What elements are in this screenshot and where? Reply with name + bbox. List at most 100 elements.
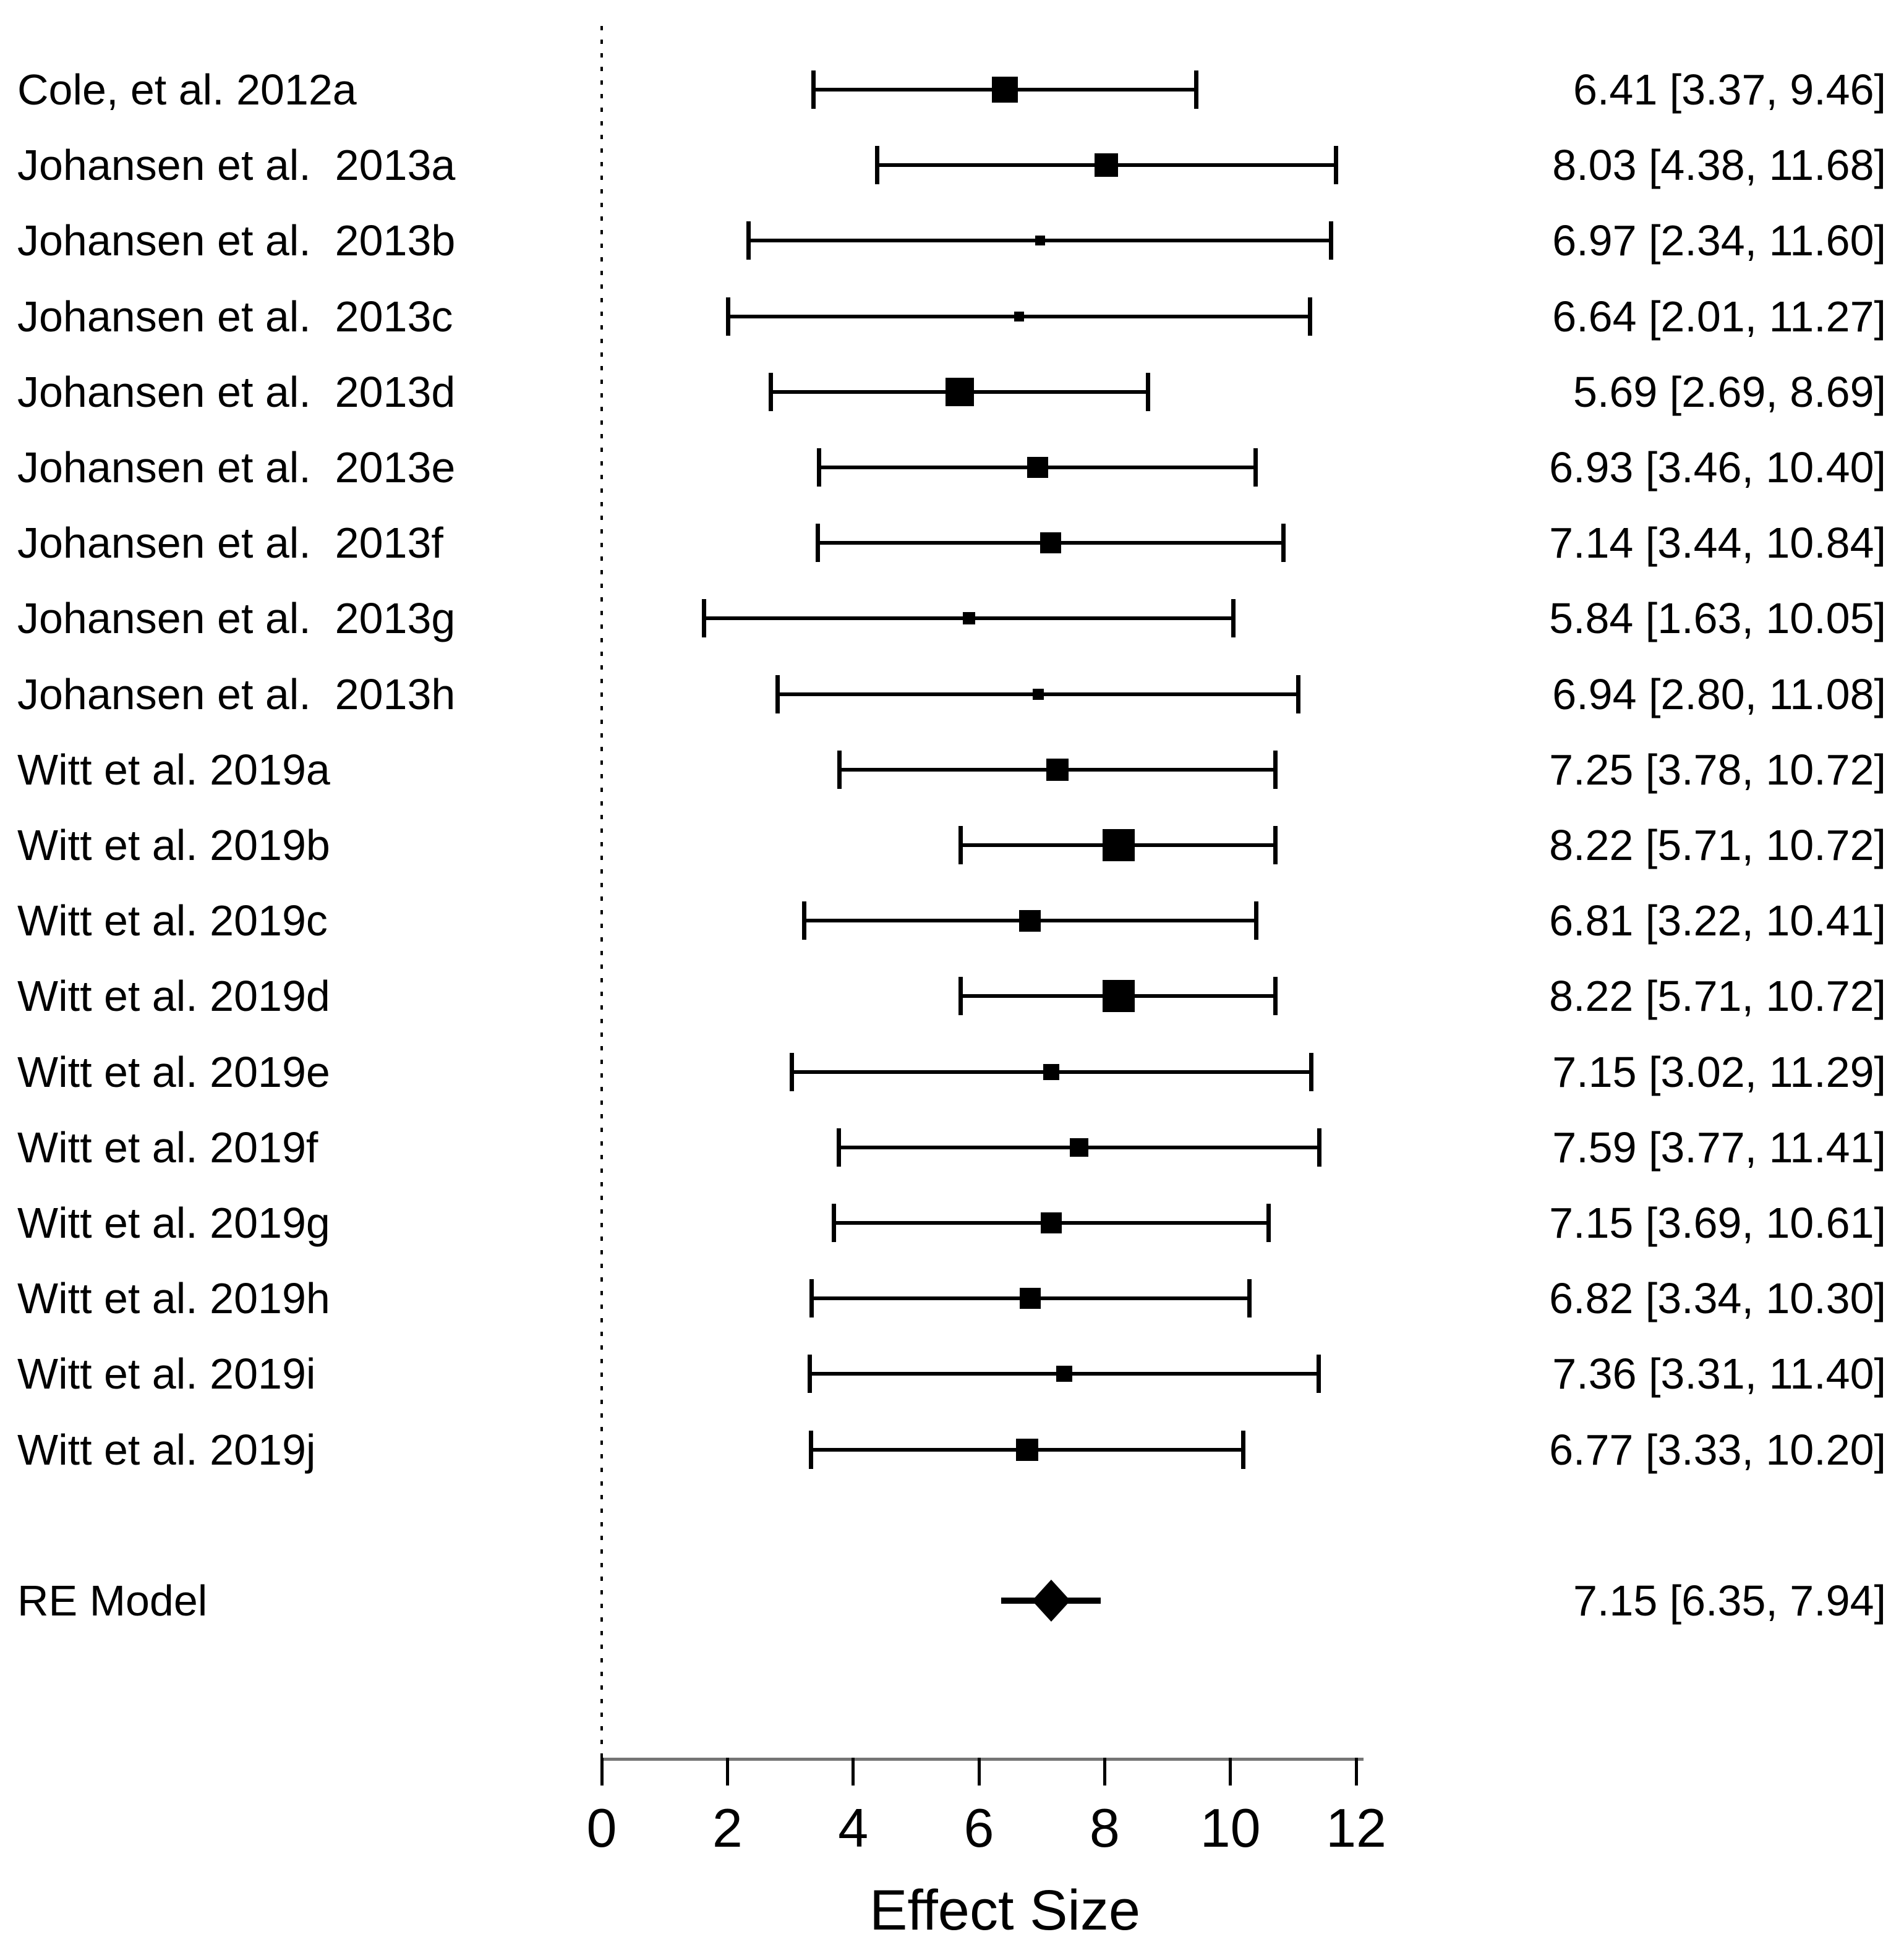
ci-upper-cap	[1334, 146, 1338, 185]
study-label: Witt et al. 2019g	[17, 1199, 330, 1247]
point-estimate-marker	[1095, 153, 1119, 177]
study-label: Johansen et al. 2013c	[17, 292, 453, 341]
ci-lower-cap	[746, 221, 751, 260]
x-axis-title: Effect Size	[869, 1879, 1141, 1942]
ci-lower-cap	[836, 1128, 841, 1167]
zero-reference-line	[600, 26, 603, 1758]
ci-upper-cap	[1281, 524, 1286, 563]
ci-lower-cap	[811, 70, 816, 109]
study-annotation: 8.22 [5.71, 10.72]	[1549, 821, 1886, 869]
study-annotation: 5.69 [2.69, 8.69]	[1573, 367, 1886, 416]
study-label: Witt et al. 2019f	[17, 1123, 318, 1172]
study-label: Johansen et al. 2013e	[17, 443, 456, 492]
point-estimate-marker	[1102, 980, 1135, 1013]
ci-lower-cap	[874, 146, 879, 185]
study-label: Witt et al. 2019c	[17, 896, 328, 945]
ci-lower-cap	[775, 675, 780, 713]
ci-upper-cap	[1146, 372, 1150, 411]
study-label: Johansen et al. 2013a	[17, 141, 456, 190]
study-annotation: 8.03 [4.38, 11.68]	[1552, 141, 1886, 190]
study-annotation: 6.64 [2.01, 11.27]	[1552, 292, 1886, 341]
ci-upper-cap	[1308, 297, 1313, 336]
study-annotation: 7.15 [3.02, 11.29]	[1552, 1047, 1886, 1096]
study-label: Cole, et al. 2012a	[17, 66, 357, 114]
ci-upper-cap	[1273, 750, 1278, 789]
ci-upper-cap	[1309, 1052, 1314, 1091]
point-estimate-marker	[1020, 1288, 1041, 1309]
x-axis-tick-label: 2	[712, 1797, 743, 1858]
study-annotation: 8.22 [5.71, 10.72]	[1549, 972, 1886, 1021]
x-axis-tick	[1103, 1758, 1106, 1786]
ci-lower-cap	[768, 372, 773, 411]
point-estimate-marker	[1046, 758, 1069, 781]
ci-lower-cap	[958, 826, 963, 864]
point-estimate-marker	[1032, 688, 1044, 700]
study-annotation: 7.25 [3.78, 10.72]	[1549, 745, 1886, 794]
ci-upper-cap	[1194, 70, 1199, 109]
study-annotation: 7.59 [3.77, 11.41]	[1552, 1123, 1886, 1172]
x-axis-line	[602, 1758, 1364, 1761]
ci-upper-cap	[1328, 221, 1333, 260]
ci-lower-cap	[702, 599, 707, 638]
ci-lower-cap	[816, 524, 821, 563]
ci-upper-cap	[1231, 599, 1236, 638]
x-axis-tick-label: 0	[586, 1797, 617, 1858]
point-estimate-marker	[962, 612, 975, 625]
study-label: Johansen et al. 2013d	[17, 367, 456, 416]
point-estimate-marker	[1040, 1212, 1062, 1233]
x-axis-tick-label: 12	[1326, 1797, 1386, 1858]
study-annotation: 6.97 [2.34, 11.60]	[1552, 216, 1886, 265]
study-annotation: 7.36 [3.31, 11.40]	[1552, 1350, 1886, 1398]
point-estimate-marker	[1035, 236, 1045, 246]
point-estimate-marker	[1014, 311, 1025, 321]
ci-lower-cap	[831, 1204, 836, 1242]
ci-upper-cap	[1253, 448, 1258, 487]
ci-upper-cap	[1266, 1204, 1271, 1242]
ci-upper-cap	[1253, 901, 1258, 940]
study-label: Witt et al. 2019h	[17, 1274, 330, 1323]
x-axis-tick-label: 10	[1200, 1797, 1261, 1858]
ci-lower-cap	[809, 1279, 814, 1318]
x-axis-tick-label: 8	[1089, 1797, 1120, 1858]
x-axis-tick-label: 6	[963, 1797, 994, 1858]
study-annotation: 5.84 [1.63, 10.05]	[1549, 594, 1886, 643]
point-estimate-marker	[1069, 1138, 1088, 1157]
study-label: Johansen et al. 2013h	[17, 670, 456, 718]
study-label: Witt et al. 2019i	[17, 1350, 316, 1398]
ci-upper-cap	[1317, 1128, 1321, 1167]
x-axis-tick	[725, 1758, 729, 1786]
point-estimate-marker	[1018, 909, 1041, 932]
point-estimate-marker	[945, 377, 974, 406]
x-axis-tick	[852, 1758, 855, 1786]
study-label: Johansen et al. 2013b	[17, 216, 456, 265]
study-annotation: 6.81 [3.22, 10.41]	[1549, 896, 1886, 945]
ci-lower-cap	[958, 977, 963, 1016]
study-label: Witt et al. 2019a	[17, 745, 330, 794]
study-label: Witt et al. 2019d	[17, 972, 330, 1021]
x-axis-tick-label: 4	[838, 1797, 869, 1858]
point-estimate-marker	[1016, 1438, 1039, 1461]
summary-diamond-marker	[1031, 1580, 1070, 1622]
point-estimate-marker	[1102, 829, 1135, 861]
ci-lower-cap	[789, 1052, 794, 1091]
ci-lower-cap	[837, 750, 842, 789]
ci-upper-cap	[1273, 977, 1278, 1016]
study-label: Johansen et al. 2013g	[17, 594, 456, 643]
x-axis-tick	[1354, 1758, 1358, 1786]
ci-upper-cap	[1296, 675, 1300, 713]
summary-label: RE Model	[17, 1577, 208, 1625]
study-annotation: 7.14 [3.44, 10.84]	[1549, 519, 1886, 568]
ci-lower-cap	[801, 901, 806, 940]
x-axis-tick	[600, 1758, 604, 1786]
study-label: Witt et al. 2019j	[17, 1425, 316, 1474]
ci-lower-cap	[808, 1355, 813, 1394]
study-label: Witt et al. 2019e	[17, 1047, 330, 1096]
x-axis-tick	[1229, 1758, 1232, 1786]
ci-upper-cap	[1316, 1355, 1321, 1394]
study-annotation: 6.93 [3.46, 10.40]	[1549, 443, 1886, 492]
summary-annotation: 7.15 [6.35, 7.94]	[1573, 1577, 1886, 1625]
ci-upper-cap	[1240, 1430, 1245, 1469]
point-estimate-marker	[1056, 1366, 1073, 1382]
x-axis-tick	[977, 1758, 981, 1786]
